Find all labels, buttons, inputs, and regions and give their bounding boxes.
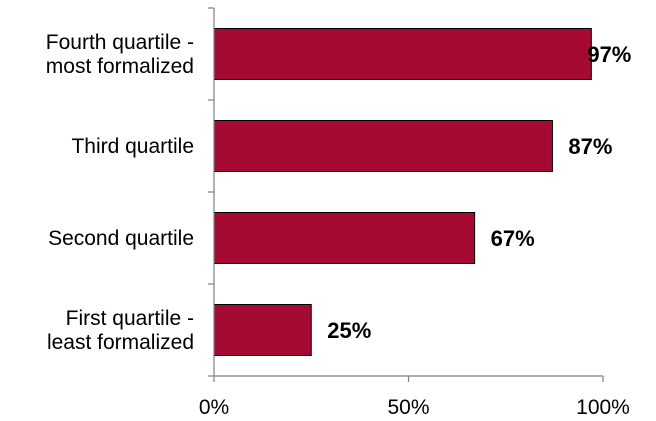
- category-label-line: Second quartile: [48, 227, 194, 250]
- category-label-line: Third quartile: [71, 135, 194, 158]
- category-label-line: First quartile -: [66, 307, 194, 330]
- bar: [213, 28, 592, 80]
- category-label-line: Fourth quartile -: [46, 31, 194, 54]
- category-label: Fourth quartile -most formalized: [46, 31, 194, 78]
- category-label-line: most formalized: [46, 55, 194, 78]
- value-label: 97%: [587, 42, 631, 67]
- x-tick-label: 50%: [387, 396, 429, 419]
- category-label: First quartile -least formalized: [47, 307, 194, 354]
- category-label-line: least formalized: [47, 331, 194, 354]
- axes-layer: [208, 7, 604, 382]
- value-label: 25%: [327, 318, 371, 343]
- bar: [213, 120, 553, 172]
- x-tick-label: 100%: [576, 396, 630, 419]
- bar: [213, 212, 476, 264]
- bar: [213, 304, 312, 356]
- value-label: 67%: [491, 226, 535, 251]
- category-label: Third quartile: [71, 135, 194, 158]
- category-label: Second quartile: [48, 227, 194, 250]
- bars-layer: [213, 28, 592, 356]
- labels-layer: Fourth quartile -most formalized 97% Third…: [46, 31, 632, 419]
- x-tick-label: 0%: [199, 396, 229, 419]
- value-label: 87%: [568, 134, 612, 159]
